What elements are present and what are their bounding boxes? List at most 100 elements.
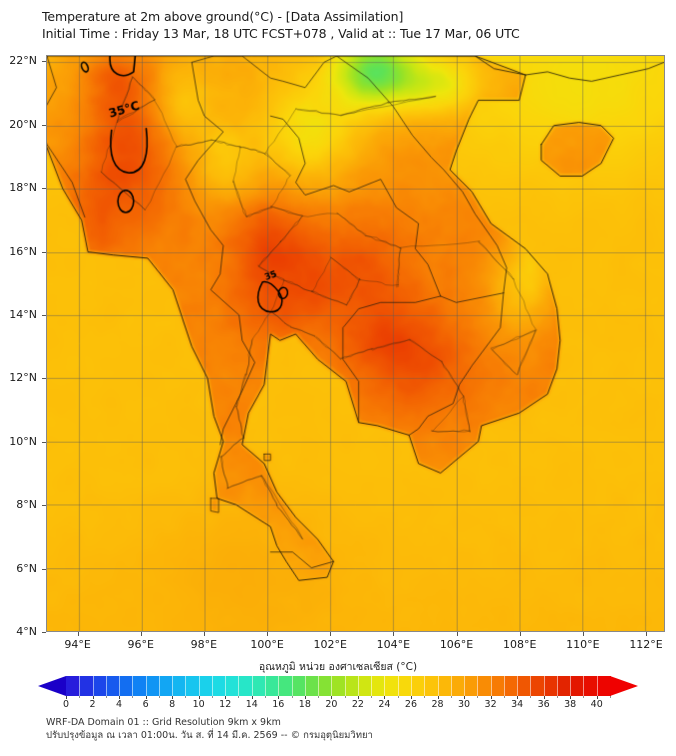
colorbar-cell <box>477 676 492 696</box>
colorbar-cell <box>437 676 452 696</box>
colorbar-cell <box>397 676 412 696</box>
x-axis-tick <box>646 632 647 636</box>
x-axis-tick-label: 104°E <box>376 638 411 651</box>
colorbar-cell <box>556 676 571 696</box>
colorbar-tick-label: 22 <box>351 699 364 710</box>
colorbar-cell <box>198 676 213 696</box>
x-axis-tick-label: 96°E <box>127 638 154 651</box>
colorbar-tick-label: 32 <box>484 699 497 710</box>
colorbar-minor-tick <box>211 696 213 698</box>
y-axis-tick-label: 14°N <box>9 307 37 321</box>
colorbar-ticks: 0 2 4 6 8 10 12 14 16 18 20 22 24 26 28 30 32 34 36 38 40 <box>38 696 638 712</box>
footer-model-info: WRF-DA Domain 01 :: Grid Resolution 9km … <box>46 717 281 728</box>
colorbar-cell <box>291 676 306 696</box>
colorbar-cell <box>225 676 240 696</box>
x-axis-tick <box>204 632 205 636</box>
x-axis-tick-label: 100°E <box>250 638 284 651</box>
y-axis-tick <box>42 378 46 379</box>
colorbar: อุณหภูมิ หน่วย องศาเซลเซียส (°C) 0 2 4 6 8 10… <box>0 658 676 714</box>
x-axis-tick <box>520 632 521 636</box>
y-axis-tick <box>42 569 46 570</box>
colorbar-cell <box>371 676 386 696</box>
y-axis-tick-label: 22°N <box>9 54 37 68</box>
x-axis-tick <box>393 632 394 636</box>
colorbar-tick <box>331 696 333 699</box>
y-axis-tick-label: 6°N <box>16 561 37 575</box>
y-axis-tick-label: 16°N <box>9 244 37 258</box>
colorbar-cell <box>278 676 293 696</box>
colorbar-cell <box>450 676 465 696</box>
colorbar-tick <box>570 696 572 699</box>
y-axis-tick <box>42 252 46 253</box>
colorbar-cell <box>211 676 226 696</box>
y-axis-tick-label: 10°N <box>9 434 37 448</box>
colorbar-minor-tick <box>265 696 267 698</box>
colorbar-minor-tick <box>371 696 373 698</box>
colorbar-tick <box>92 696 94 699</box>
colorbar-tick-label: 2 <box>89 699 96 710</box>
colorbar-tick <box>278 696 280 699</box>
y-axis-tick <box>42 442 46 443</box>
colorbar-cell <box>265 676 279 696</box>
x-axis-tick-label: 98°E <box>190 638 218 651</box>
chart-title-block: Temperature at 2m above ground(°C) - [Da… <box>42 8 662 42</box>
colorbar-title: อุณหภูมิ หน่วย องศาเซลเซียส (°C) <box>258 661 418 673</box>
colorbar-cell <box>172 676 186 696</box>
y-axis-tick-label: 12°N <box>9 371 37 385</box>
y-axis-tick-label: 4°N <box>16 625 37 638</box>
colorbar-tick <box>517 696 519 699</box>
colorbar-over-arrow <box>610 676 638 696</box>
colorbar-cell <box>158 676 173 696</box>
y-axis-tick <box>42 188 46 189</box>
colorbar-cell <box>503 676 518 696</box>
colorbar-tick <box>119 696 121 699</box>
colorbar-minor-tick <box>477 696 479 698</box>
colorbar-cell <box>570 676 585 696</box>
y-axis-tick <box>42 125 46 126</box>
colorbar-tick-label: 10 <box>192 699 205 710</box>
colorbar-minor-tick <box>610 696 611 698</box>
colorbar-tick-label: 18 <box>298 699 311 710</box>
colorbar-tick-label: 24 <box>378 699 391 710</box>
colorbar-tick-label: 28 <box>431 699 444 710</box>
y-axis-tick <box>42 61 46 62</box>
colorbar-cell <box>543 676 558 696</box>
colorbar-cell <box>185 676 200 696</box>
colorbar-under-arrow <box>38 676 66 696</box>
x-axis-tick-label: 108°E <box>502 638 537 651</box>
colorbar-cell <box>145 676 160 696</box>
colorbar-tick <box>172 696 174 699</box>
temperature-map-panel <box>46 55 665 632</box>
colorbar-cell <box>132 676 147 696</box>
colorbar-cell <box>490 676 505 696</box>
colorbar-tick-label: 40 <box>590 699 603 710</box>
colorbar-tick-label: 38 <box>564 699 577 710</box>
colorbar-gradient <box>66 676 611 696</box>
colorbar-tick-label: 20 <box>325 699 338 710</box>
colorbar-cell <box>66 676 80 696</box>
footer-update-info: ปรับปรุงข้อมูล ณ เวลา 01:00น. วัน ส. ที่… <box>46 730 373 741</box>
colorbar-minor-tick <box>158 696 160 698</box>
colorbar-minor-tick <box>318 696 320 698</box>
colorbar-tick <box>437 696 439 699</box>
y-axis-tick <box>42 315 46 316</box>
x-axis-tick-label: 94°E <box>64 638 91 651</box>
x-axis-tick <box>330 632 331 636</box>
temperature-heatmap-canvas <box>47 56 664 631</box>
x-axis-tick-label: 110°E <box>566 638 600 651</box>
colorbar-minor-tick <box>344 696 346 698</box>
colorbar-tick-label: 36 <box>537 699 550 710</box>
colorbar-tick-label: 8 <box>169 699 176 710</box>
colorbar-tick <box>66 696 67 699</box>
colorbar-tick-label: 34 <box>511 699 524 710</box>
colorbar-tick-label: 30 <box>458 699 471 710</box>
colorbar-tick <box>490 696 492 699</box>
colorbar-tick-label: 26 <box>404 699 418 710</box>
colorbar-tick-label: 16 <box>272 699 285 710</box>
colorbar-cell <box>596 676 611 696</box>
x-axis-tick <box>141 632 142 636</box>
page-title: Temperature at 2m above ground(°C) - [Da… <box>42 9 404 24</box>
y-axis-tick-label: 8°N <box>16 498 37 512</box>
colorbar-minor-tick <box>238 696 240 698</box>
x-axis-tick <box>78 632 79 636</box>
